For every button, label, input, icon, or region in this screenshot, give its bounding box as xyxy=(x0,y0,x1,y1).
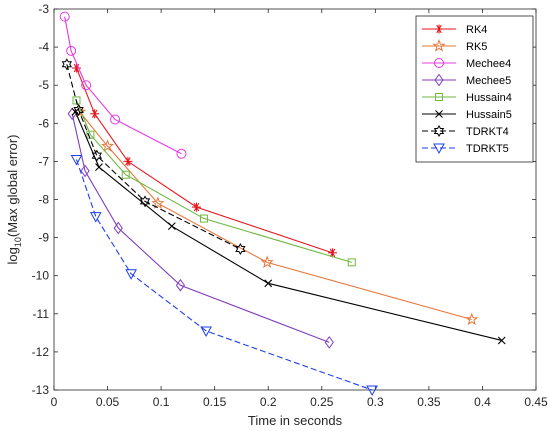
data-point-hussain4 xyxy=(72,96,81,105)
legend: RK4 RK5 Mechee4 Mechee5 Hussain4 Hussain5 TDRK… xyxy=(415,15,534,163)
legend-label-hussain5: Hussain5 xyxy=(466,109,512,121)
y-axis-label: log10(Max global error) xyxy=(5,135,23,265)
data-point-mechee4 xyxy=(81,80,92,91)
series-line-tdrkt4 xyxy=(66,64,241,250)
data-point-hussain4 xyxy=(121,170,130,179)
legend-box xyxy=(415,15,534,163)
x-axis-ticks: 0 0.05 0.1 0.15 0.2 0.25 0.3 0.35 0.4 0.45 xyxy=(51,9,548,409)
series-line-mechee5 xyxy=(71,113,330,343)
data-point-mechee4 xyxy=(59,11,70,22)
series-line-rk5 xyxy=(79,111,472,321)
y-tick-label: -8 xyxy=(38,193,49,207)
y-tick-label: -6 xyxy=(38,116,49,130)
data-point-mechee5 xyxy=(175,278,186,292)
y-tick-label: -7 xyxy=(38,154,49,168)
data-point-tdrkt4 xyxy=(235,243,246,256)
data-point-rk4 xyxy=(327,248,337,258)
x-tick-label: 0.35 xyxy=(417,395,441,409)
data-point-hussain4 xyxy=(347,258,356,267)
data-point-tdrkt4 xyxy=(91,149,103,162)
y-tick-label: -5 xyxy=(38,78,49,92)
legend-label-hussain4: Hussain4 xyxy=(466,92,512,104)
data-point-mechee4 xyxy=(66,45,77,56)
data-point-mechee4 xyxy=(176,148,187,159)
data-point-hussain5 xyxy=(264,279,273,288)
legend-label-tdrkt4: TDRKT4 xyxy=(466,126,509,138)
data-point-hussain4 xyxy=(199,214,208,223)
x-tick-label: 0.45 xyxy=(524,395,548,409)
data-point-mechee5 xyxy=(80,164,90,178)
x-tick-label: 0.1 xyxy=(153,395,170,409)
series-line-mechee4 xyxy=(64,16,182,155)
data-point-tdrkt5 xyxy=(125,269,137,280)
x-tick-label: 0.25 xyxy=(310,395,334,409)
y-tick-label: -13 xyxy=(32,383,50,397)
data-point-tdrkt5 xyxy=(366,385,378,397)
data-point-tdrkt4 xyxy=(61,58,73,71)
legend-label-mechee4: Mechee4 xyxy=(466,58,511,70)
data-point-rk4 xyxy=(123,156,133,166)
legend-label-rk5: RK5 xyxy=(466,41,487,53)
data-point-rk4 xyxy=(191,202,201,212)
legend-marker-hussain4 xyxy=(435,93,443,101)
data-point-mechee5 xyxy=(113,221,123,235)
legend-marker-rk4 xyxy=(434,24,444,34)
legend-marker-mechee4 xyxy=(434,58,444,68)
data-point-tdrkt5 xyxy=(200,326,212,337)
x-tick-label: 0.05 xyxy=(96,395,120,409)
legend-label-mechee5: Mechee5 xyxy=(466,75,511,87)
x-axis-label: Time in seconds xyxy=(248,413,343,428)
data-point-hussain5 xyxy=(95,163,103,172)
y-tick-label: -4 xyxy=(38,40,49,54)
data-point-rk5 xyxy=(100,139,115,152)
data-point-hussain5 xyxy=(497,336,506,345)
data-point-rk5 xyxy=(260,255,274,268)
x-tick-label: 0 xyxy=(51,395,58,409)
series-layer xyxy=(59,11,506,397)
data-point-tdrkt5 xyxy=(89,212,102,223)
x-tick-label: 0.2 xyxy=(260,395,277,409)
legend-marker-tdrkt5 xyxy=(433,143,445,155)
legend-label-tdrkt5: TDRKT5 xyxy=(466,143,509,155)
y-tick-label: -11 xyxy=(33,307,50,321)
data-point-rk5 xyxy=(151,196,165,209)
series-line-tdrkt5 xyxy=(75,159,373,391)
data-point-mechee5 xyxy=(324,336,334,349)
y-tick-label: -3 xyxy=(38,2,49,16)
x-tick-label: 0.3 xyxy=(367,395,384,409)
x-tick-label: 0.15 xyxy=(203,395,227,409)
y-tick-label: -9 xyxy=(38,231,49,245)
data-point-rk4 xyxy=(90,109,100,119)
legend-marker-rk5 xyxy=(432,39,446,52)
y-axis-ticks: -3 -4 -5 -6 -7 -8 -9 -10 -11 -12 -13 xyxy=(32,2,536,397)
data-point-mechee4 xyxy=(110,114,121,125)
legend-marker-mechee5 xyxy=(434,73,444,87)
y-tick-label: -12 xyxy=(32,345,50,359)
x-tick-label: 0.4 xyxy=(474,395,491,409)
y-tick-label: -10 xyxy=(32,269,50,283)
legend-marker-tdrkt4 xyxy=(433,125,445,137)
data-point-hussain5 xyxy=(167,222,176,231)
legend-label-rk4: RK4 xyxy=(466,24,487,36)
data-point-tdrkt5 xyxy=(70,154,83,166)
data-point-rk5 xyxy=(465,312,479,326)
data-point-tdrkt4 xyxy=(139,195,151,208)
series-line-hussain4 xyxy=(75,100,352,263)
legend-marker-hussain5 xyxy=(435,110,443,118)
data-point-tdrkt4 xyxy=(73,103,84,116)
